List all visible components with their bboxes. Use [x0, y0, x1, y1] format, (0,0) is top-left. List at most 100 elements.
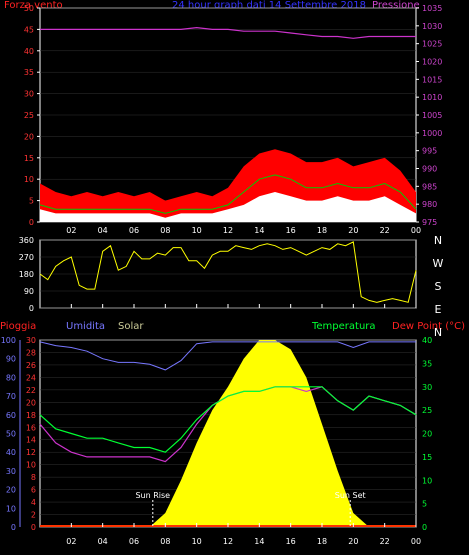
wind-axis-tick-label: 25	[24, 111, 34, 120]
rain-axis-tick-label: 6	[31, 486, 36, 495]
pressure-axis-tick-label: 1025	[422, 40, 442, 49]
temperature-line	[39, 386, 417, 453]
temperature-axis-tick-label: 25	[422, 406, 432, 415]
x-tick-label: 16	[286, 537, 296, 546]
temperature-axis-tick-label: 35	[422, 359, 432, 368]
x-tick-label: 16	[286, 226, 296, 235]
wind-axis-tick-label: 50	[24, 4, 34, 13]
rain-axis-tick-label: 20	[26, 398, 36, 407]
pressure-axis-tick-label: 1010	[422, 93, 442, 102]
legend-dewpoint: Dew Point (°C)	[392, 321, 466, 332]
solar-area	[40, 340, 416, 527]
sunset-label: Sun Set	[335, 491, 366, 500]
wind-axis-tick-label: 15	[24, 154, 34, 163]
wind-low-area	[40, 192, 416, 222]
rain-axis-tick-label: 16	[26, 423, 36, 432]
temperature-axis-tick-label: 10	[422, 476, 432, 485]
compass-label: S	[435, 280, 442, 293]
rain-axis-tick-label: 26	[26, 361, 36, 370]
x-tick-label: 14	[254, 226, 264, 235]
rain-axis-tick-label: 30	[26, 336, 36, 345]
pressure-axis-tick-label: 1030	[422, 22, 442, 31]
pressure-axis-tick-label: 990	[422, 165, 437, 174]
x-tick-label: 02	[66, 537, 76, 546]
wind-strength-title: Forza vento	[4, 0, 63, 11]
x-tick-label: 22	[380, 226, 390, 235]
x-tick-label: 12	[223, 537, 233, 546]
direction-axis-tick-label: 360	[19, 236, 34, 245]
x-tick-label: 08	[160, 537, 170, 546]
humidity-axis-tick-label: 90	[6, 355, 16, 364]
wind-axis-tick-label: 0	[29, 218, 34, 227]
x-tick-label: 04	[98, 226, 108, 235]
pressure-axis-tick-label: 1005	[422, 111, 442, 120]
rain-axis-tick-label: 18	[26, 411, 36, 420]
graph-date-title: 24 hour graph dati 14 Settembre 2018	[172, 0, 366, 11]
wind-axis-tick-label: 40	[24, 47, 34, 56]
pressure-axis-tick-label: 1020	[422, 58, 442, 67]
x-tick-label: 02	[66, 226, 76, 235]
compass-label: W	[433, 257, 444, 270]
legend-rain: Pioggia	[0, 321, 37, 332]
rain-axis-tick-label: 4	[31, 498, 36, 507]
wind-axis-tick-label: 5	[29, 197, 34, 206]
sunrise-label: Sun Rise	[135, 491, 170, 500]
pressure-axis-tick-label: 980	[422, 200, 437, 209]
x-tick-label: 18	[317, 226, 327, 235]
compass-label: E	[435, 303, 442, 316]
wind-axis-tick-label: 10	[24, 175, 34, 184]
humidity-axis-tick-label: 100	[1, 336, 16, 345]
temperature-axis-tick-label: 40	[422, 336, 432, 345]
x-tick-label: 06	[129, 226, 139, 235]
compass-label: N	[434, 234, 442, 247]
humidity-axis-tick-label: 80	[6, 373, 16, 382]
x-tick-label: 20	[348, 226, 358, 235]
compass-label: N	[434, 326, 442, 339]
x-tick-label: 08	[160, 226, 170, 235]
temperature-axis-tick-label: 5	[422, 500, 427, 509]
rain-axis-tick-label: 10	[26, 461, 36, 470]
humidity-axis-tick-label: 50	[6, 430, 16, 439]
humidity-axis-tick-label: 0	[11, 523, 16, 532]
rain-axis-tick-label: 0	[31, 523, 36, 532]
x-tick-label: 00	[411, 226, 421, 235]
humidity-axis-tick-label: 60	[6, 411, 16, 420]
wind-direction-line	[39, 241, 417, 303]
rain-axis-tick-label: 12	[26, 448, 36, 457]
rain-axis-tick-label: 22	[26, 386, 36, 395]
wind-axis-tick-label: 30	[24, 90, 34, 99]
humidity-axis-tick-label: 70	[6, 392, 16, 401]
legend-solar: Solar	[118, 321, 144, 332]
x-tick-label: 10	[192, 537, 202, 546]
legend-temperature: Temperatura	[312, 321, 376, 332]
temperature-axis-tick-label: 0	[422, 523, 427, 532]
pressure-line	[40, 26, 416, 39]
x-tick-label: 06	[129, 537, 139, 546]
temperature-axis-tick-label: 20	[422, 430, 432, 439]
temperature-axis-tick-label: 30	[422, 383, 432, 392]
direction-axis-tick-label: 0	[29, 304, 34, 313]
wind-axis-tick-label: 35	[24, 68, 34, 77]
wind-average-line	[39, 174, 417, 214]
direction-axis-tick-label: 270	[19, 253, 34, 262]
rain-axis-tick-label: 2	[31, 511, 36, 520]
pressure-axis-tick-label: 975	[422, 218, 437, 227]
humidity-axis-tick-label: 20	[6, 486, 16, 495]
rain-axis-tick-label: 24	[26, 373, 36, 382]
x-tick-label: 22	[380, 537, 390, 546]
rain-axis-tick-label: 28	[26, 348, 36, 357]
rain-axis-tick-label: 14	[26, 436, 36, 445]
pressure-title: Pressione	[372, 0, 420, 11]
pressure-axis-tick-label: 985	[422, 182, 437, 191]
pressure-axis-tick-label: 1035	[422, 4, 442, 13]
x-tick-label: 20	[348, 537, 358, 546]
humidity-axis-tick-label: 30	[6, 467, 16, 476]
wind-axis-tick-label: 45	[24, 25, 34, 34]
x-tick-label: 18	[317, 537, 327, 546]
x-tick-label: 00	[411, 537, 421, 546]
direction-axis-tick-label: 90	[24, 287, 34, 296]
temperature-axis-tick-label: 15	[422, 453, 432, 462]
x-tick-label: 10	[192, 226, 202, 235]
pressure-axis-tick-label: 995	[422, 147, 437, 156]
